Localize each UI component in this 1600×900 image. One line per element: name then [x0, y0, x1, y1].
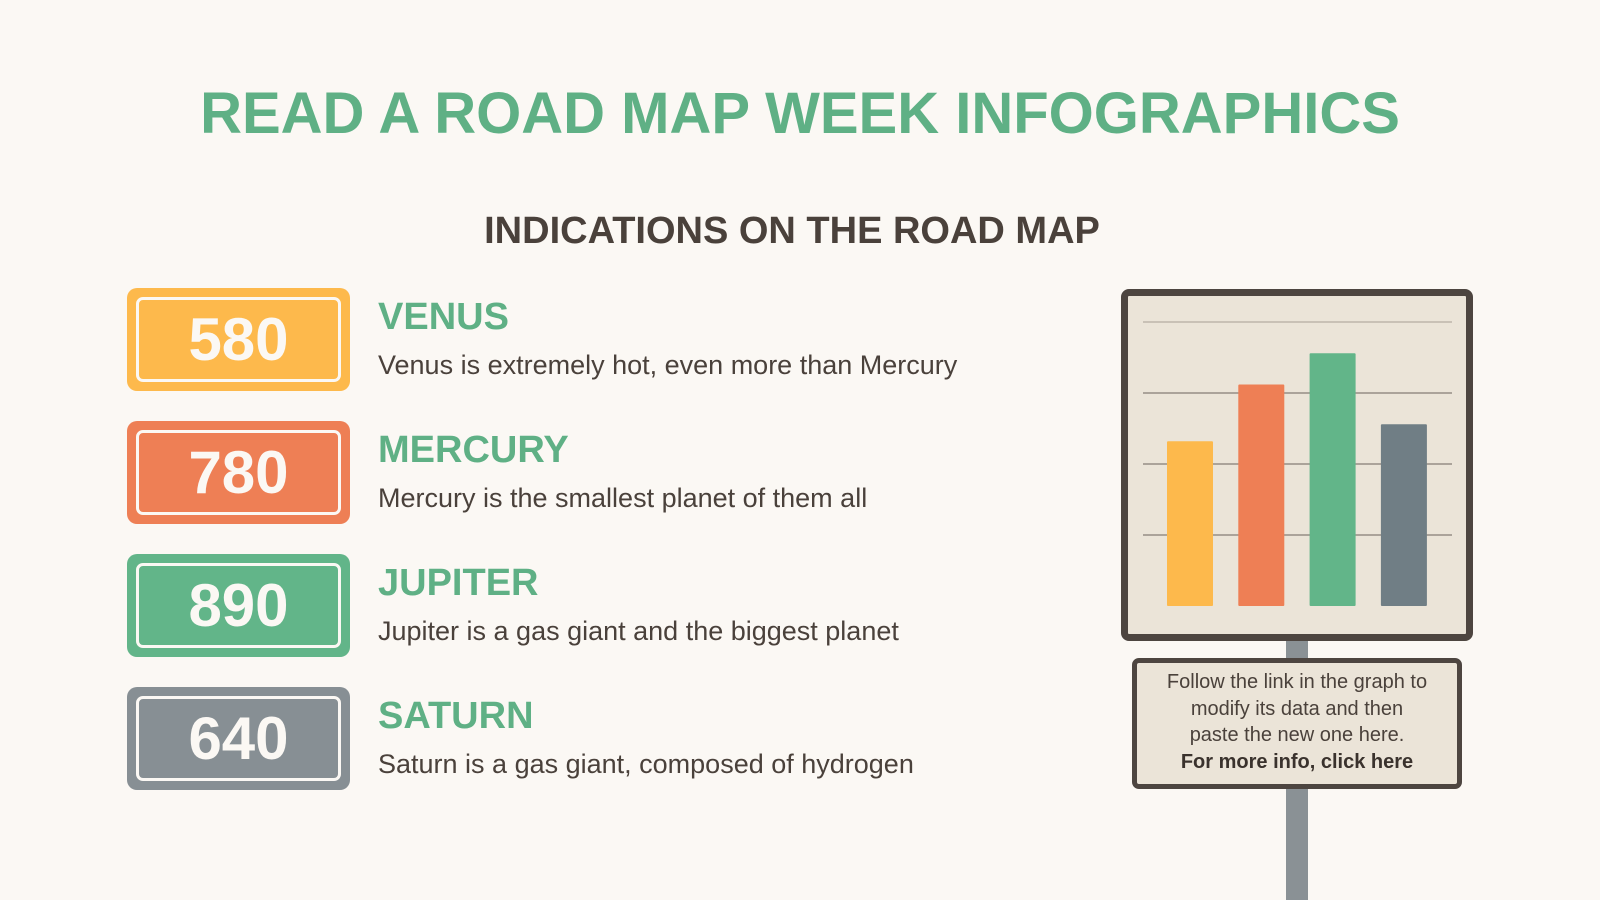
info-text-line: modify its data and then	[1190, 697, 1404, 720]
planet-name: JUPITER	[378, 562, 539, 604]
bar-mercury	[1238, 384, 1285, 606]
planet-row: 780 MERCURY Mercury is the smallest plan…	[127, 421, 1077, 524]
bar-venus	[1167, 441, 1213, 606]
page-title: READ A ROAD MAP WEEK INFOGRAPHICS	[200, 81, 1400, 146]
planet-name: SATURN	[378, 695, 534, 737]
badge-value: 640	[136, 696, 341, 781]
planet-description: Jupiter is a gas giant and the biggest p…	[378, 616, 899, 646]
value-badge: 640	[127, 687, 350, 790]
planet-description: Mercury is the smallest planet of them a…	[378, 483, 868, 513]
planet-description: Venus is extremely hot, even more than M…	[378, 350, 958, 380]
badge-value: 780	[136, 430, 341, 515]
planet-row: 580 VENUS Venus is extremely hot, even m…	[127, 288, 1077, 391]
info-text-line: paste the new one here.	[1189, 724, 1405, 746]
value-badge: 780	[127, 421, 350, 524]
badge-value: 890	[136, 563, 341, 648]
planet-row: 890 JUPITER Jupiter is a gas giant and t…	[127, 554, 1077, 657]
section-subtitle: INDICATIONS ON THE ROAD MAP	[484, 210, 1100, 252]
value-badge: 890	[127, 554, 350, 657]
badge-value: 580	[136, 297, 341, 382]
bar-jupiter	[1309, 353, 1356, 606]
planet-name: VENUS	[378, 296, 509, 338]
planet-row: 640 SATURN Saturn is a gas giant, compos…	[127, 687, 1077, 790]
info-text-line: Follow the link in the graph to	[1166, 671, 1428, 693]
planet-name: MERCURY	[378, 429, 569, 471]
info-sign: Follow the link in the graph to modify i…	[1132, 658, 1462, 789]
planet-description: Saturn is a gas giant, composed of hydro…	[378, 749, 914, 779]
more-info-link[interactable]: For more info, click here	[1180, 750, 1414, 773]
bar-saturn	[1380, 424, 1427, 606]
value-badge: 580	[127, 288, 350, 391]
